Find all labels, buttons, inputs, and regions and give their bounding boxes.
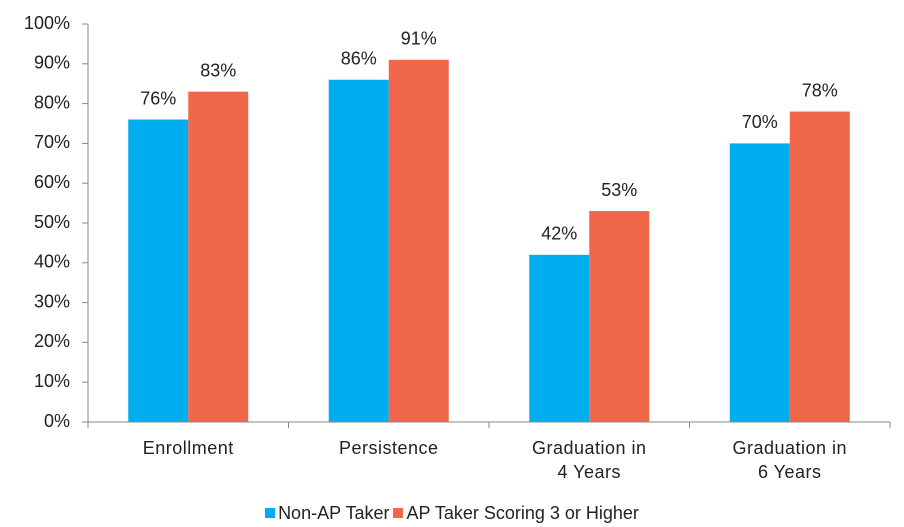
- y-tick-label: 90%: [34, 53, 70, 73]
- data-label: 70%: [742, 112, 778, 132]
- y-tick-label: 70%: [34, 132, 70, 152]
- bar: [328, 79, 389, 422]
- y-tick-label: 100%: [24, 13, 70, 33]
- x-tick-label: Graduation in 6 Years: [732, 438, 848, 482]
- data-label: 91%: [401, 29, 437, 49]
- data-label: 76%: [140, 88, 176, 108]
- data-label: 86%: [341, 48, 377, 68]
- y-tick-label: 60%: [34, 172, 70, 192]
- bar: [789, 111, 850, 422]
- legend-item: AP Taker Scoring 3 or Higher: [393, 503, 639, 524]
- x-tick-label: Graduation in 4 Years: [531, 438, 647, 482]
- y-tick-label: 10%: [34, 371, 70, 391]
- bar: [589, 211, 650, 422]
- chart: 0% 10% 20% 30% 40% 50% 60% 70% 80% 90% 100% 76% 83% 8…: [24, 13, 891, 431]
- y-tick-label: 0%: [44, 411, 70, 431]
- legend-item: Non-AP Taker: [265, 503, 389, 524]
- bar: [128, 119, 189, 423]
- legend: Non-AP Taker AP Taker Scoring 3 or Higher: [0, 503, 904, 524]
- bar: [729, 143, 790, 422]
- bar: [529, 254, 590, 422]
- y-tick-label: 50%: [34, 212, 70, 232]
- legend-swatch: [393, 508, 404, 518]
- y-tick-label: 40%: [34, 252, 70, 272]
- y-tick-label: 30%: [34, 291, 70, 311]
- data-label: 83%: [200, 60, 236, 80]
- legend-swatch: [265, 508, 276, 518]
- data-label: 42%: [541, 224, 577, 244]
- y-tick-label: 20%: [34, 331, 70, 351]
- bar: [388, 59, 449, 422]
- y-tick-label: 80%: [34, 92, 70, 112]
- bar: [188, 91, 249, 422]
- legend-label: AP Taker Scoring 3 or Higher: [406, 503, 639, 523]
- legend-label: Non-AP Taker: [278, 503, 390, 523]
- x-tick-label: Enrollment: [142, 438, 234, 458]
- data-label: 78%: [802, 80, 838, 100]
- x-tick-label: Persistence: [338, 438, 439, 458]
- data-label: 53%: [601, 180, 637, 200]
